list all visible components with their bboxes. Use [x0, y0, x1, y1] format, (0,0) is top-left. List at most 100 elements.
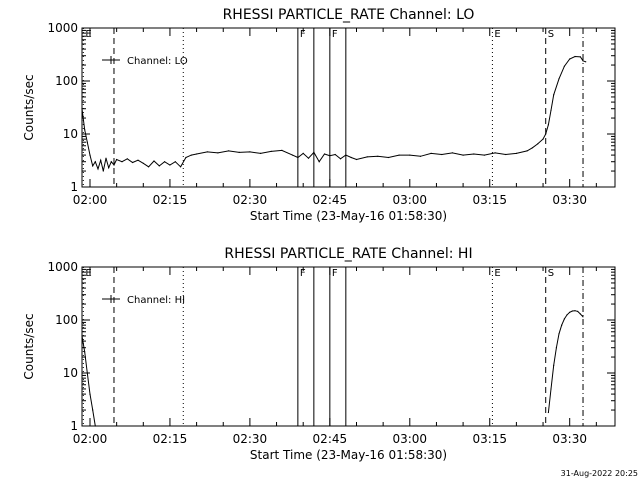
data-point	[553, 94, 555, 96]
x-tick-label: 03:30	[552, 193, 587, 207]
data-point	[563, 65, 566, 67]
data-point	[270, 150, 272, 152]
event-marker-label: S	[548, 29, 554, 40]
data-point	[569, 58, 571, 60]
data-point	[579, 56, 582, 58]
data-point	[174, 161, 176, 163]
data-point	[153, 160, 155, 162]
data-point	[132, 161, 134, 164]
data-point	[355, 158, 358, 161]
y-tick-label: 1	[70, 180, 78, 194]
data-point	[441, 153, 443, 156]
event-marker-label: S	[548, 268, 554, 279]
x-tick-label: 02:45	[313, 193, 348, 207]
data-point	[419, 155, 422, 157]
data-point	[260, 152, 262, 154]
x-axis-label: Start Time (23-May-16 01:58:30)	[250, 448, 447, 462]
x-tick-label: 02:45	[313, 432, 348, 446]
data-point	[387, 156, 390, 159]
y-tick-label: 100	[55, 74, 78, 88]
data-point	[196, 153, 198, 155]
y-tick-label: 100	[55, 313, 78, 327]
data-point	[345, 154, 347, 156]
data-point	[566, 314, 568, 316]
data-point	[100, 159, 102, 161]
data-point	[291, 154, 294, 156]
data-point	[366, 156, 368, 158]
x-axis-label: Start Time (23-May-16 01:58:30)	[250, 209, 447, 223]
footer-timestamp: 31-Aug-2022 20:25	[561, 469, 638, 478]
data-point	[515, 152, 518, 154]
data-point	[249, 151, 251, 153]
data-point	[350, 156, 352, 159]
data-point	[297, 156, 299, 159]
data-point	[318, 161, 320, 163]
data-point	[462, 154, 464, 156]
data-point	[94, 425, 96, 427]
data-point	[180, 166, 182, 168]
data-point	[430, 152, 432, 154]
data-point	[579, 313, 582, 315]
y-tick-label: 1	[70, 419, 78, 433]
legend-entry: Channel: LO	[127, 56, 188, 67]
data-point	[582, 316, 584, 318]
chart-title: RHESSI PARTICLE_RATE Channel: LO	[223, 7, 475, 23]
data-point	[84, 129, 86, 131]
plot-frame	[81, 266, 616, 427]
data-point	[526, 150, 528, 152]
data-point	[116, 158, 118, 161]
series-line	[81, 335, 96, 427]
data-point	[137, 159, 139, 161]
data-point	[81, 335, 83, 337]
x-tick-label: 02:00	[73, 193, 108, 207]
event-marker-label: F	[332, 268, 338, 279]
data-point	[561, 324, 563, 326]
data-point	[555, 347, 558, 349]
data-point	[398, 154, 400, 156]
x-tick-label: 02:30	[233, 432, 268, 446]
data-point	[531, 147, 534, 149]
data-point	[105, 157, 107, 159]
data-point	[185, 156, 187, 159]
data-point	[206, 151, 208, 153]
event-marker-label: F	[300, 268, 306, 279]
data-point	[494, 152, 496, 154]
legend-entry: Channel: HI	[127, 295, 185, 306]
event-marker-label: E	[494, 268, 500, 279]
data-point	[563, 318, 566, 320]
x-tick-label: 03:00	[392, 432, 427, 446]
data-point	[483, 154, 485, 156]
event-marker-label: F	[332, 29, 338, 40]
data-point	[81, 108, 83, 110]
data-point	[94, 161, 96, 163]
data-point	[148, 166, 150, 168]
data-point	[339, 158, 342, 160]
x-tick-label: 02:15	[153, 193, 188, 207]
data-point	[97, 168, 99, 170]
panel-lo: RHESSI PARTICLE_RATE Channel: LO Counts/s…	[22, 7, 616, 223]
series-line	[547, 310, 584, 413]
data-point	[571, 310, 574, 312]
data-point	[537, 143, 539, 145]
data-point	[550, 109, 552, 111]
data-point	[169, 164, 171, 166]
data-point	[574, 55, 576, 58]
data-point	[550, 388, 552, 390]
x-tick-label: 02:00	[73, 432, 108, 446]
x-tick-label: 03:15	[472, 432, 507, 446]
data-point	[217, 152, 219, 154]
x-tick-label: 03:15	[472, 193, 507, 207]
data-point	[113, 164, 115, 166]
data-point	[92, 409, 94, 411]
data-point	[307, 157, 310, 159]
data-point	[142, 162, 144, 164]
data-point	[553, 364, 555, 366]
data-point	[577, 310, 579, 312]
data-point	[558, 78, 560, 80]
data-point	[451, 152, 453, 154]
data-point	[547, 411, 550, 414]
data-point	[89, 393, 91, 395]
data-point	[110, 161, 112, 163]
event-marker-label: E	[494, 29, 500, 40]
